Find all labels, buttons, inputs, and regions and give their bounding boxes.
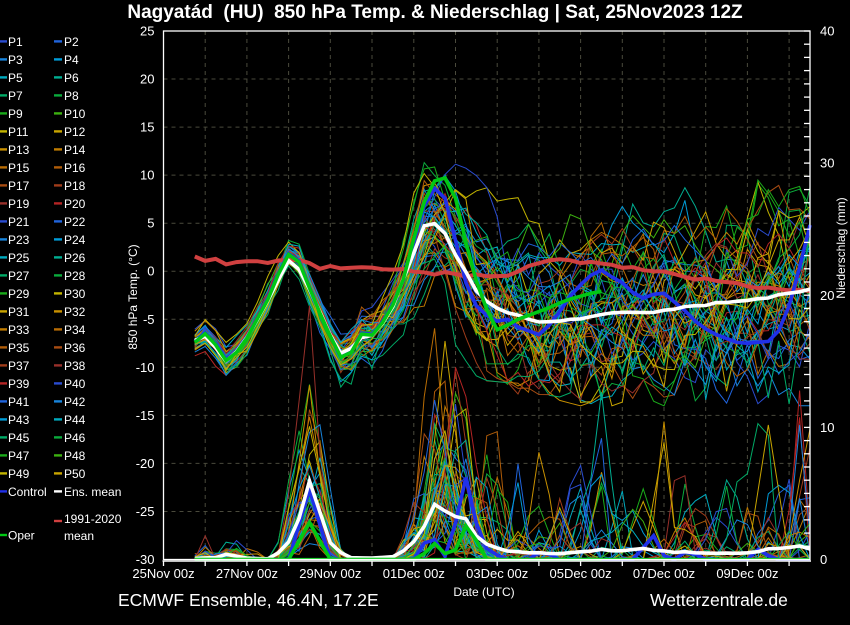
svg-text:Niederschlag (mm): Niederschlag (mm) bbox=[834, 197, 848, 298]
svg-text:P12: P12 bbox=[64, 125, 86, 139]
svg-text:0: 0 bbox=[147, 264, 154, 279]
svg-text:40: 40 bbox=[820, 24, 834, 39]
svg-text:Wetterzentrale.de: Wetterzentrale.de bbox=[650, 590, 788, 610]
svg-text:P1: P1 bbox=[8, 35, 23, 49]
svg-text:P44: P44 bbox=[64, 413, 86, 427]
svg-text:P9: P9 bbox=[8, 107, 23, 121]
svg-text:P10: P10 bbox=[64, 107, 86, 121]
svg-text:-25: -25 bbox=[136, 504, 155, 519]
svg-text:P50: P50 bbox=[64, 467, 86, 481]
svg-text:25: 25 bbox=[140, 24, 154, 39]
svg-text:P46: P46 bbox=[64, 431, 86, 445]
svg-text:P4: P4 bbox=[64, 53, 79, 67]
svg-text:07Dec 00z: 07Dec 00z bbox=[633, 566, 695, 581]
svg-text:P39: P39 bbox=[8, 377, 30, 391]
svg-text:P43: P43 bbox=[8, 413, 30, 427]
svg-text:P37: P37 bbox=[8, 359, 30, 373]
svg-text:P15: P15 bbox=[8, 161, 30, 175]
svg-text:P5: P5 bbox=[8, 71, 23, 85]
svg-text:Date (UTC): Date (UTC) bbox=[453, 585, 514, 599]
svg-text:P41: P41 bbox=[8, 395, 30, 409]
svg-text:P25: P25 bbox=[8, 251, 30, 265]
svg-text:P34: P34 bbox=[64, 323, 86, 337]
svg-text:P7: P7 bbox=[8, 89, 23, 103]
svg-text:Nagyatád (HU) 850 hPa Temp.: Nagyatád (HU) 850 hPa Temp. & Niederschl… bbox=[127, 2, 743, 23]
svg-text:P2: P2 bbox=[64, 35, 79, 49]
svg-text:P38: P38 bbox=[64, 359, 86, 373]
svg-text:P19: P19 bbox=[8, 197, 30, 211]
svg-text:P47: P47 bbox=[8, 449, 30, 463]
svg-text:P40: P40 bbox=[64, 377, 86, 391]
svg-text:Oper: Oper bbox=[8, 529, 35, 543]
svg-text:-30: -30 bbox=[136, 552, 155, 567]
svg-text:P21: P21 bbox=[8, 215, 30, 229]
svg-text:P27: P27 bbox=[8, 269, 30, 283]
svg-text:P22: P22 bbox=[64, 215, 86, 229]
svg-text:10: 10 bbox=[820, 420, 834, 435]
svg-text:30: 30 bbox=[820, 156, 834, 171]
svg-text:10: 10 bbox=[140, 168, 154, 183]
svg-text:Control: Control bbox=[8, 485, 47, 499]
svg-text:P6: P6 bbox=[64, 71, 79, 85]
svg-text:P35: P35 bbox=[8, 341, 30, 355]
svg-text:29Nov 00z: 29Nov 00z bbox=[299, 566, 361, 581]
svg-text:P14: P14 bbox=[64, 143, 86, 157]
svg-text:P30: P30 bbox=[64, 287, 86, 301]
svg-text:P29: P29 bbox=[8, 287, 30, 301]
svg-text:1991-2020: 1991-2020 bbox=[64, 512, 122, 526]
svg-text:P45: P45 bbox=[8, 431, 30, 445]
svg-text:25Nov 00z: 25Nov 00z bbox=[132, 566, 194, 581]
svg-text:20: 20 bbox=[140, 72, 154, 87]
svg-text:27Nov 00z: 27Nov 00z bbox=[216, 566, 278, 581]
svg-text:09Dec 00z: 09Dec 00z bbox=[716, 566, 778, 581]
svg-text:P8: P8 bbox=[64, 89, 79, 103]
svg-text:850 hPa Temp. (°C): 850 hPa Temp. (°C) bbox=[126, 244, 140, 349]
svg-text:P17: P17 bbox=[8, 179, 30, 193]
svg-text:P20: P20 bbox=[64, 197, 86, 211]
svg-text:-15: -15 bbox=[136, 408, 155, 423]
svg-text:Ens. mean: Ens. mean bbox=[64, 485, 121, 499]
svg-text:P16: P16 bbox=[64, 161, 86, 175]
svg-text:P26: P26 bbox=[64, 251, 86, 265]
svg-text:P13: P13 bbox=[8, 143, 30, 157]
svg-text:15: 15 bbox=[140, 120, 154, 135]
svg-text:0: 0 bbox=[820, 552, 827, 567]
svg-text:P33: P33 bbox=[8, 323, 30, 337]
svg-text:P28: P28 bbox=[64, 269, 86, 283]
svg-text:-5: -5 bbox=[143, 312, 155, 327]
svg-text:ECMWF Ensemble, 46.4N, 17.2E: ECMWF Ensemble, 46.4N, 17.2E bbox=[118, 590, 379, 610]
svg-text:01Dec 00z: 01Dec 00z bbox=[383, 566, 445, 581]
svg-text:5: 5 bbox=[147, 216, 154, 231]
svg-text:-10: -10 bbox=[136, 360, 155, 375]
svg-text:P42: P42 bbox=[64, 395, 86, 409]
svg-text:P18: P18 bbox=[64, 179, 86, 193]
svg-text:-20: -20 bbox=[136, 456, 155, 471]
svg-text:P32: P32 bbox=[64, 305, 86, 319]
svg-text:P48: P48 bbox=[64, 449, 86, 463]
svg-text:05Dec 00z: 05Dec 00z bbox=[550, 566, 612, 581]
svg-text:P11: P11 bbox=[8, 125, 29, 139]
svg-text:P31: P31 bbox=[8, 305, 30, 319]
svg-text:20: 20 bbox=[820, 288, 834, 303]
svg-text:P49: P49 bbox=[8, 467, 30, 481]
svg-text:P3: P3 bbox=[8, 53, 23, 67]
svg-text:P24: P24 bbox=[64, 233, 86, 247]
svg-text:03Dec 00z: 03Dec 00z bbox=[466, 566, 528, 581]
svg-text:mean: mean bbox=[64, 529, 94, 543]
svg-text:P23: P23 bbox=[8, 233, 30, 247]
svg-text:P36: P36 bbox=[64, 341, 86, 355]
